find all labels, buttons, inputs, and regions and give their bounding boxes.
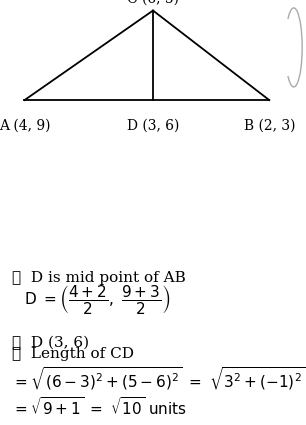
Text: $= \sqrt{(6-3)^2+(5-6)^2}\ =\ \sqrt{3^2+(-1)^2}$: $= \sqrt{(6-3)^2+(5-6)^2}\ =\ \sqrt{3^2+…: [12, 366, 305, 393]
Text: $= \sqrt{9+1}\ =\ \sqrt{10}\ \mathrm{units}$: $= \sqrt{9+1}\ =\ \sqrt{10}\ \mathrm{uni…: [12, 396, 187, 418]
Text: B (2, 3): B (2, 3): [244, 119, 295, 133]
Text: ∴  Length of CD: ∴ Length of CD: [12, 347, 134, 361]
Text: D (3, 6): D (3, 6): [127, 119, 179, 133]
Text: D $= \left(\dfrac{4+2}{2},\ \dfrac{9+3}{2}\right)$: D $= \left(\dfrac{4+2}{2},\ \dfrac{9+3}{…: [24, 283, 171, 316]
Text: ∴  D (3, 6): ∴ D (3, 6): [12, 336, 89, 350]
Text: ∴  D is mid point of AB: ∴ D is mid point of AB: [12, 271, 186, 285]
Text: C (6, 5): C (6, 5): [127, 0, 179, 5]
Text: A (4, 9): A (4, 9): [0, 119, 50, 133]
